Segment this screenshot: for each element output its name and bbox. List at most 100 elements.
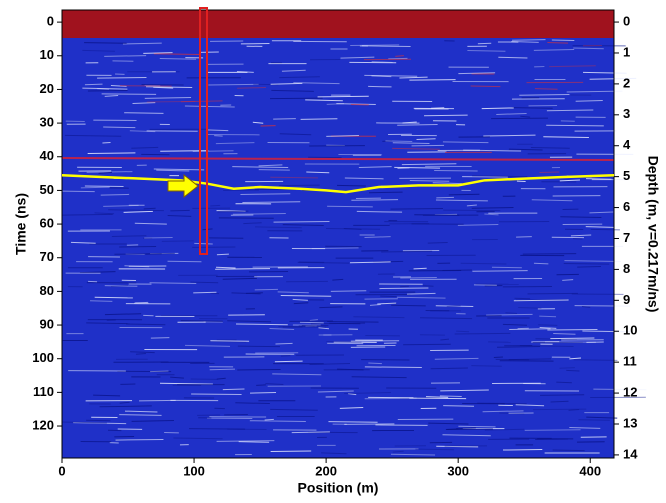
- texture-streak: [270, 177, 318, 178]
- texture-streak: [391, 305, 426, 306]
- texture-streak: [246, 293, 263, 294]
- texture-streak: [160, 59, 196, 60]
- texture-streak: [85, 84, 103, 85]
- texture-streak: [281, 296, 331, 297]
- texture-streak: [593, 389, 646, 390]
- texture-streak: [181, 321, 223, 322]
- texture-streak: [217, 254, 229, 255]
- texture-streak: [160, 151, 208, 152]
- y-tick-label: 70: [40, 249, 54, 264]
- texture-streak: [546, 125, 604, 126]
- texture-streak: [84, 43, 127, 44]
- texture-streak: [461, 263, 507, 264]
- texture-streak: [194, 243, 212, 244]
- texture-streak: [274, 222, 330, 223]
- x-tick-label: 0: [58, 463, 65, 478]
- texture-streak: [144, 208, 156, 209]
- texture-streak: [250, 393, 276, 394]
- x-tick-label: 100: [183, 463, 205, 478]
- texture-streak: [415, 449, 454, 450]
- y2-tick-label: 6: [623, 199, 630, 214]
- texture-streak: [409, 80, 455, 81]
- texture-streak: [162, 241, 194, 242]
- texture-streak: [368, 363, 382, 364]
- texture-streak: [512, 40, 545, 41]
- texture-streak: [534, 263, 548, 264]
- texture-streak: [525, 430, 581, 431]
- texture-streak: [90, 301, 112, 302]
- texture-streak: [512, 108, 553, 109]
- texture-streak: [423, 286, 434, 287]
- texture-streak: [190, 282, 218, 283]
- texture-streak: [556, 382, 572, 383]
- texture-streak: [150, 371, 168, 372]
- texture-streak: [553, 450, 585, 451]
- texture-streak: [440, 396, 462, 397]
- y2-tick-label: 4: [623, 137, 631, 152]
- y-tick-label: 10: [40, 47, 54, 62]
- texture-streak: [547, 43, 568, 44]
- y-tick-label: 100: [32, 350, 54, 365]
- y2-tick-label: 11: [623, 354, 637, 369]
- texture-streak: [397, 168, 409, 169]
- y-axis-label: Time (ns): [13, 193, 29, 255]
- texture-streak: [124, 113, 163, 114]
- y2-tick-label: 12: [623, 385, 637, 400]
- texture-streak: [503, 449, 542, 450]
- texture-streak: [193, 292, 216, 293]
- texture-streak: [550, 338, 594, 339]
- texture-streak: [147, 101, 195, 102]
- texture-streak: [385, 141, 412, 142]
- texture-streak: [586, 179, 612, 180]
- texture-streak: [566, 370, 579, 371]
- texture-streak: [523, 254, 576, 255]
- x-tick-label: 400: [579, 463, 601, 478]
- texture-streak: [116, 439, 164, 440]
- y-tick-label: 50: [40, 182, 54, 197]
- texture-streak: [428, 243, 448, 244]
- texture-streak: [351, 200, 398, 201]
- texture-streak: [365, 367, 422, 368]
- texture-streak: [528, 293, 578, 294]
- y2-tick-label: 7: [623, 230, 630, 245]
- texture-streak: [103, 127, 135, 128]
- y2-tick-label: 1: [623, 44, 630, 59]
- texture-streak: [271, 451, 312, 452]
- y2-tick-label: 8: [623, 261, 630, 276]
- texture-streak: [381, 251, 432, 252]
- texture-streak: [300, 322, 324, 323]
- texture-streak: [449, 194, 480, 195]
- texture-streak: [292, 432, 330, 433]
- y2-tick-label: 13: [623, 415, 637, 430]
- y-tick-label: 30: [40, 115, 54, 130]
- y-tick-label: 60: [40, 216, 54, 231]
- texture-streak: [400, 277, 437, 278]
- texture-streak: [410, 181, 449, 182]
- texture-streak: [151, 338, 170, 339]
- texture-streak: [191, 394, 241, 395]
- texture-streak: [259, 170, 290, 171]
- y2-tick-label: 3: [623, 106, 630, 121]
- texture-streak: [301, 119, 338, 120]
- texture-streak: [223, 190, 259, 191]
- texture-streak: [574, 360, 618, 361]
- texture-streak: [239, 442, 269, 443]
- y2-tick-label: 9: [623, 292, 630, 307]
- texture-streak: [332, 279, 343, 280]
- texture-streak: [327, 206, 373, 207]
- y2-tick-label: 10: [623, 323, 637, 338]
- y-tick-label: 40: [40, 148, 54, 163]
- texture-streak: [540, 395, 584, 396]
- texture-streak: [368, 86, 391, 87]
- y-tick-label: 0: [47, 14, 54, 29]
- texture-streak: [492, 267, 522, 268]
- texture-streak: [97, 78, 146, 79]
- texture-streak: [365, 398, 417, 399]
- texture-streak: [538, 325, 557, 326]
- x-tick-label: 200: [315, 463, 337, 478]
- texture-streak: [539, 316, 556, 317]
- direct-wave-band: [62, 10, 614, 38]
- texture-streak: [88, 90, 128, 91]
- y-tick-label: 120: [32, 417, 54, 432]
